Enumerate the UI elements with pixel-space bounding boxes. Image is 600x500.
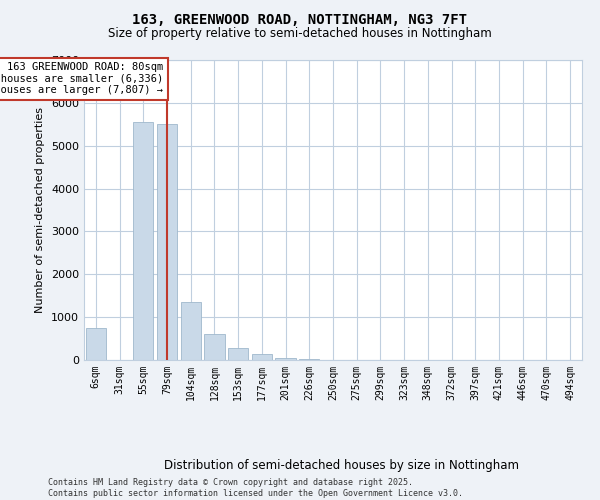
Bar <box>86 328 106 360</box>
Bar <box>181 302 201 360</box>
Bar <box>205 334 224 360</box>
Bar <box>157 124 177 360</box>
Text: Distribution of semi-detached houses by size in Nottingham: Distribution of semi-detached houses by … <box>164 460 520 472</box>
Bar <box>228 348 248 360</box>
Text: Contains HM Land Registry data © Crown copyright and database right 2025.
Contai: Contains HM Land Registry data © Crown c… <box>48 478 463 498</box>
Text: 163, GREENWOOD ROAD, NOTTINGHAM, NG3 7FT: 163, GREENWOOD ROAD, NOTTINGHAM, NG3 7FT <box>133 12 467 26</box>
Y-axis label: Number of semi-detached properties: Number of semi-detached properties <box>35 107 46 313</box>
Bar <box>252 354 272 360</box>
Text: 163 GREENWOOD ROAD: 80sqm
← 44% of semi-detached houses are smaller (6,336)
54% : 163 GREENWOOD ROAD: 80sqm ← 44% of semi-… <box>0 62 163 96</box>
Bar <box>275 358 296 360</box>
Text: Size of property relative to semi-detached houses in Nottingham: Size of property relative to semi-detach… <box>108 28 492 40</box>
Bar <box>133 122 154 360</box>
